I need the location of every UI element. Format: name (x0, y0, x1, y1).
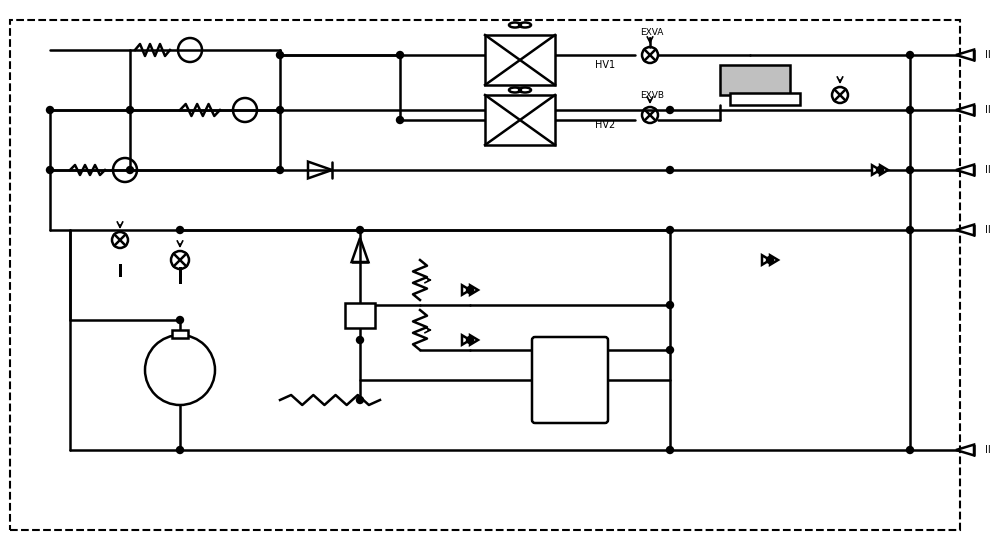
Circle shape (176, 447, 184, 454)
Polygon shape (872, 165, 880, 175)
Circle shape (356, 396, 364, 403)
Circle shape (906, 226, 914, 233)
Polygon shape (470, 285, 478, 295)
Bar (720, 65, 790, 95)
Bar (730, 93, 800, 105)
Bar (485, 35, 555, 85)
Circle shape (906, 106, 914, 113)
Text: EXVA: EXVA (640, 28, 663, 37)
Circle shape (666, 447, 674, 454)
Text: EXVB: EXVB (640, 91, 664, 100)
FancyBboxPatch shape (532, 337, 608, 423)
Circle shape (666, 166, 674, 173)
Circle shape (126, 166, 134, 173)
Polygon shape (956, 105, 974, 116)
Polygon shape (880, 165, 888, 175)
Circle shape (396, 51, 404, 58)
Circle shape (906, 51, 914, 58)
Circle shape (666, 347, 674, 354)
Circle shape (466, 336, 474, 343)
FancyBboxPatch shape (172, 330, 188, 338)
Circle shape (356, 226, 364, 233)
Text: II: II (985, 105, 991, 115)
Circle shape (276, 51, 284, 58)
Polygon shape (462, 285, 470, 295)
Circle shape (356, 336, 364, 343)
Circle shape (46, 106, 54, 113)
Circle shape (876, 166, 884, 173)
Polygon shape (956, 165, 974, 176)
Polygon shape (462, 335, 470, 345)
Circle shape (276, 166, 284, 173)
Circle shape (396, 117, 404, 124)
Circle shape (126, 106, 134, 113)
Text: II: II (985, 445, 991, 455)
Circle shape (666, 226, 674, 233)
Circle shape (767, 256, 774, 264)
Polygon shape (956, 444, 974, 455)
Circle shape (176, 316, 184, 323)
Circle shape (46, 166, 54, 173)
Text: HV1: HV1 (595, 60, 615, 70)
Text: II: II (985, 50, 991, 60)
Circle shape (906, 166, 914, 173)
Bar (345, 302, 375, 327)
Polygon shape (770, 255, 778, 265)
Polygon shape (762, 255, 770, 265)
Circle shape (906, 447, 914, 454)
Polygon shape (956, 50, 974, 60)
Bar (485, 95, 555, 145)
Text: II: II (985, 225, 991, 235)
Circle shape (276, 106, 284, 113)
Circle shape (466, 287, 474, 294)
Polygon shape (956, 225, 974, 235)
Text: II: II (985, 165, 991, 175)
Text: HV2: HV2 (595, 120, 615, 130)
Circle shape (666, 106, 674, 113)
Circle shape (666, 301, 674, 308)
Circle shape (176, 226, 184, 233)
Polygon shape (470, 335, 478, 345)
